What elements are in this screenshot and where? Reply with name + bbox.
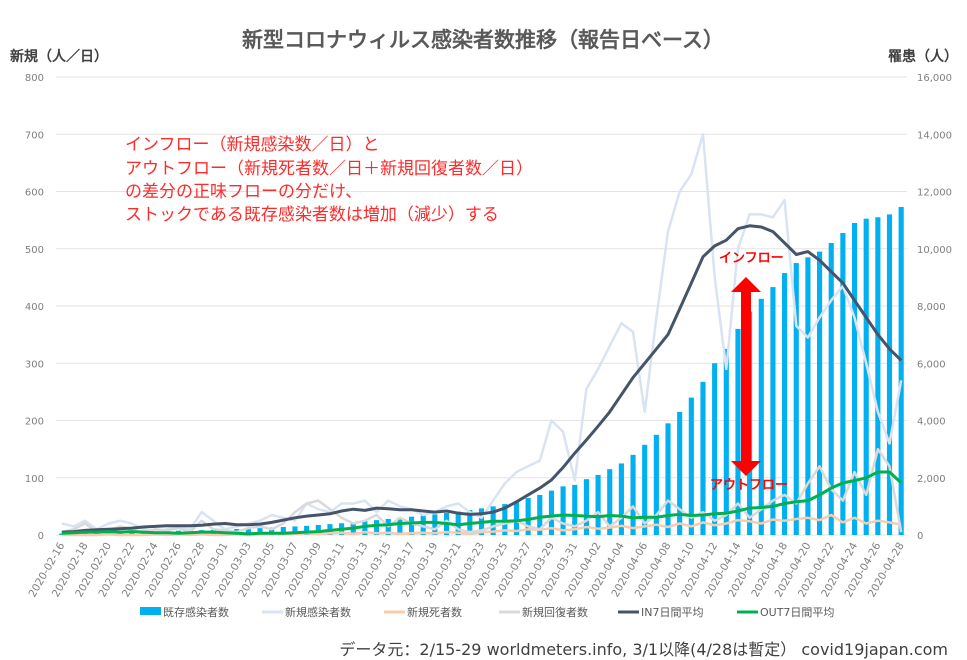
bar (292, 526, 298, 535)
bar (257, 528, 263, 535)
bar (583, 479, 589, 535)
legend-label: OUT7日間平均 (760, 606, 834, 619)
y-left-tick-label: 500 (25, 245, 44, 256)
series-line (61, 447, 903, 534)
bar (817, 251, 823, 536)
series-line (61, 133, 903, 534)
bar (653, 434, 659, 535)
chart-title: 新型コロナウィルス感染者数推移（報告日ベース） (242, 28, 724, 52)
bar (782, 273, 788, 535)
bar (408, 516, 415, 535)
bar (735, 328, 741, 535)
bar (723, 348, 729, 535)
note-line: ストックである既存感染者数は増加（減少）する (125, 205, 499, 225)
bar (572, 484, 578, 535)
note-line: インフロー（新規感染数／日）と (125, 135, 380, 155)
legend-swatch (140, 607, 161, 615)
bar (898, 206, 904, 535)
bar (315, 524, 321, 535)
legend: 既存感染者数 新規感染者数 新規死者数 新規回復者数 IN7日間平均 OUT7日間平均 (140, 605, 834, 619)
outflow-label: アウトフロー (710, 478, 788, 493)
bar (851, 222, 858, 536)
y-right-tick-label: 0 (917, 531, 923, 542)
y-left-tick-label: 300 (25, 359, 44, 370)
bar (560, 486, 566, 535)
y-right-tick-label: 8,000 (917, 302, 946, 313)
legend-label: IN7日間平均 (641, 606, 703, 619)
bar (875, 217, 881, 535)
bar (269, 527, 275, 535)
y-left-tick-label: 400 (25, 302, 44, 313)
bar (537, 494, 543, 535)
series-line (61, 513, 902, 537)
bar (374, 520, 380, 535)
bar (700, 381, 706, 535)
bar (688, 397, 694, 535)
y-right-tick-label: 14,000 (917, 130, 952, 141)
note-line: アウトフロー（新規死者数／日＋新規回復者数／日） (125, 159, 533, 179)
bar (525, 498, 531, 535)
bar (245, 528, 251, 535)
bar (595, 474, 601, 535)
y-left-tick-label: 800 (25, 73, 44, 84)
source-credit: データ元：2/15-29 worldmeters.info, 3/1以降(4/2… (339, 640, 948, 659)
y-right-tick-label: 12,000 (917, 188, 952, 199)
bar (397, 517, 403, 535)
y-right-tick-label: 16,000 (917, 73, 952, 84)
y-right-tick-label: 4,000 (917, 417, 946, 428)
y-left-tick-label: 200 (25, 417, 44, 428)
y-left-tick-label: 600 (25, 188, 44, 199)
bar (758, 298, 764, 535)
inflow-label: インフロー (719, 251, 784, 266)
bar (502, 504, 508, 535)
bar (840, 233, 846, 535)
double-arrow-icon (731, 277, 761, 476)
y-left-tick-label: 100 (25, 474, 44, 485)
bar (618, 463, 624, 535)
bar (642, 444, 648, 535)
series-line (61, 470, 903, 536)
y-right-tick-label: 6,000 (917, 359, 946, 370)
bar (280, 526, 286, 535)
right-axis-title: 罹患（人） (888, 48, 958, 65)
bar (665, 423, 671, 535)
bar (770, 287, 776, 535)
left-axis-title: 新規（人／日） (10, 48, 108, 65)
bar (362, 521, 368, 535)
y-left-tick-label: 0 (38, 531, 44, 542)
legend-label: 既存感染者数 (163, 605, 229, 619)
bar (513, 502, 520, 535)
bar (607, 469, 613, 535)
flow-arrow (731, 277, 761, 476)
bar (630, 454, 636, 535)
bar (432, 514, 438, 535)
legend-label: 新規死者数 (407, 605, 462, 619)
y-right-tick-label: 2,000 (917, 474, 946, 485)
bar (828, 243, 834, 535)
legend-label: 新規感染者数 (285, 605, 351, 619)
bar (863, 218, 869, 535)
bar (677, 411, 683, 535)
y-left-tick-label: 700 (25, 130, 44, 141)
bar (805, 257, 811, 535)
annotation-note: インフロー（新規感染数／日）と アウトフロー（新規死者数／日＋新規回復者数／日）… (125, 135, 533, 225)
gridlines (56, 76, 907, 536)
bar (548, 490, 555, 535)
bar (304, 525, 310, 535)
line-series (61, 133, 903, 537)
bar (793, 263, 799, 535)
bar (129, 531, 135, 535)
legend-label: 新規回復者数 (522, 605, 588, 619)
series-line (61, 224, 903, 534)
bar (712, 363, 718, 535)
note-line: の差分の正味フローの分だけ、 (125, 182, 362, 202)
bar (886, 214, 893, 535)
y-right-tick-label: 10,000 (917, 245, 952, 256)
